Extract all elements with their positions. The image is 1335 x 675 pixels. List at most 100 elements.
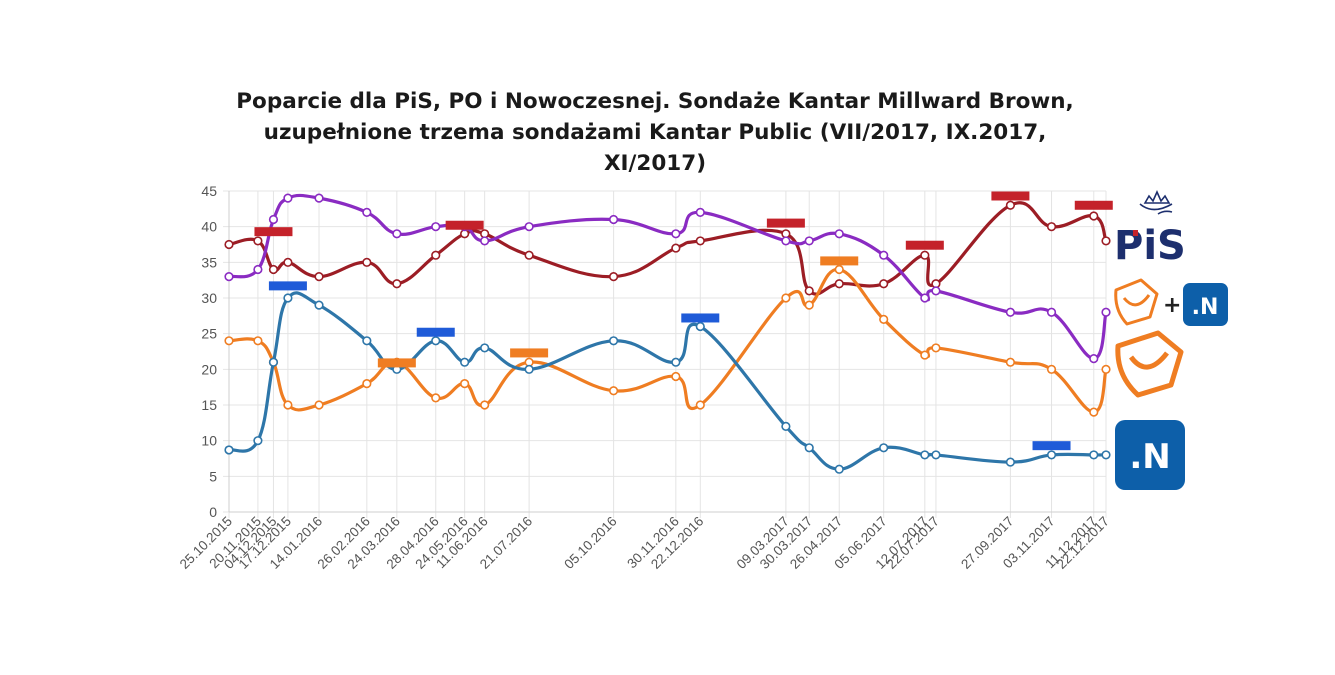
- data-point: [1101, 450, 1111, 460]
- chart-title-line-1: Poparcie dla PiS, PO i Nowoczesnej. Sond…: [236, 89, 1074, 114]
- data-point: [931, 450, 941, 460]
- data-point: [1046, 364, 1057, 374]
- series-po_n: [224, 193, 1111, 364]
- data-point: [804, 236, 814, 246]
- po-smile-logo-icon: [1114, 278, 1159, 326]
- data-point: [314, 272, 324, 282]
- poll-marker: [1074, 200, 1113, 210]
- pis-logo-text: PiS: [1114, 223, 1186, 269]
- series-line-n: [228, 291, 1106, 471]
- data-point: [1101, 236, 1111, 246]
- data-point: [920, 293, 930, 303]
- y-tick-label: 35: [201, 254, 217, 270]
- data-point: [283, 400, 293, 410]
- data-point: [671, 371, 681, 382]
- poll-marker: [377, 358, 416, 368]
- poll-marker: [991, 191, 1030, 201]
- poll-marker: [1032, 441, 1071, 451]
- data-point: [879, 279, 889, 289]
- poll-marker: [268, 281, 307, 291]
- series-n: [224, 291, 1111, 474]
- n-logo-small-text: .N: [1192, 295, 1219, 320]
- data-point: [480, 236, 490, 246]
- n-logo-small-box: [1183, 283, 1228, 326]
- data-point: [608, 386, 619, 396]
- legend-po-logo: [1115, 330, 1184, 398]
- poll-marker: [445, 220, 484, 230]
- data-point: [283, 293, 293, 303]
- data-point: [253, 436, 263, 446]
- data-point: [1005, 200, 1016, 210]
- legend-po-n-logo: + .N: [1114, 278, 1228, 326]
- n-logo-large-box: [1115, 420, 1185, 490]
- series-line-pis: [228, 201, 1108, 296]
- legend-pis-logo: PiS: [1114, 190, 1186, 269]
- data-point: [834, 464, 844, 474]
- x-axis-ticks: 25.10.201520.11.201504.12.201517.12.2015…: [177, 514, 1112, 572]
- data-point: [1046, 222, 1057, 232]
- pis-logo-dot: [1133, 230, 1138, 236]
- legend-n-logo: .N: [1115, 420, 1185, 490]
- y-axis-ticks: 0 5 10 15 20 25 30 35 40 45: [201, 183, 217, 520]
- y-tick-label: 30: [201, 290, 217, 306]
- data-point: [362, 336, 372, 346]
- data-point: [314, 193, 324, 203]
- data-point: [480, 343, 490, 353]
- data-point: [1046, 450, 1057, 460]
- y-tick-label: 25: [201, 326, 217, 342]
- data-point: [1005, 457, 1016, 467]
- data-point: [804, 286, 814, 296]
- data-point: [314, 300, 324, 310]
- series-po: [224, 264, 1111, 417]
- data-point: [224, 272, 234, 282]
- data-point: [224, 445, 234, 455]
- data-point: [392, 279, 402, 289]
- plus-sign: +: [1163, 293, 1181, 318]
- data-point: [362, 257, 372, 267]
- poll-marker: [681, 313, 720, 323]
- data-point: [1089, 211, 1099, 221]
- data-point: [1089, 354, 1099, 364]
- data-point: [362, 207, 372, 217]
- data-point: [804, 300, 814, 310]
- data-point: [1089, 450, 1099, 460]
- poll-marker-layer: [254, 191, 1113, 451]
- data-point: [834, 264, 844, 275]
- y-tick-label: 15: [201, 397, 217, 413]
- data-point: [1089, 407, 1099, 417]
- grid-layer: [223, 190, 1107, 518]
- poll-marker: [766, 218, 805, 228]
- data-point: [608, 214, 619, 225]
- data-point: [460, 379, 470, 389]
- data-point: [931, 286, 941, 296]
- data-point: [1101, 307, 1111, 317]
- poll-marker: [820, 256, 859, 266]
- data-point: [431, 250, 441, 260]
- data-point: [524, 364, 534, 374]
- data-point: [834, 279, 844, 289]
- data-point: [804, 443, 814, 453]
- data-point: [781, 236, 791, 246]
- data-point: [253, 336, 263, 346]
- data-point: [695, 321, 705, 332]
- data-point: [879, 250, 889, 260]
- data-point: [283, 193, 293, 203]
- series-line-po: [228, 267, 1108, 414]
- data-point: [392, 229, 402, 239]
- poll-marker: [510, 348, 549, 358]
- data-point: [268, 214, 279, 225]
- data-point: [1005, 357, 1016, 367]
- poll-marker: [905, 240, 944, 250]
- chart-title-line-3: XI/2017): [603, 151, 707, 176]
- data-point: [920, 250, 930, 260]
- data-point: [671, 243, 681, 253]
- y-tick-label: 5: [209, 468, 217, 484]
- data-point: [879, 443, 889, 453]
- data-point: [268, 357, 279, 367]
- data-point: [224, 239, 234, 250]
- data-point: [314, 400, 324, 410]
- poll-marker: [254, 227, 293, 237]
- data-point: [524, 222, 534, 232]
- data-point: [781, 421, 791, 432]
